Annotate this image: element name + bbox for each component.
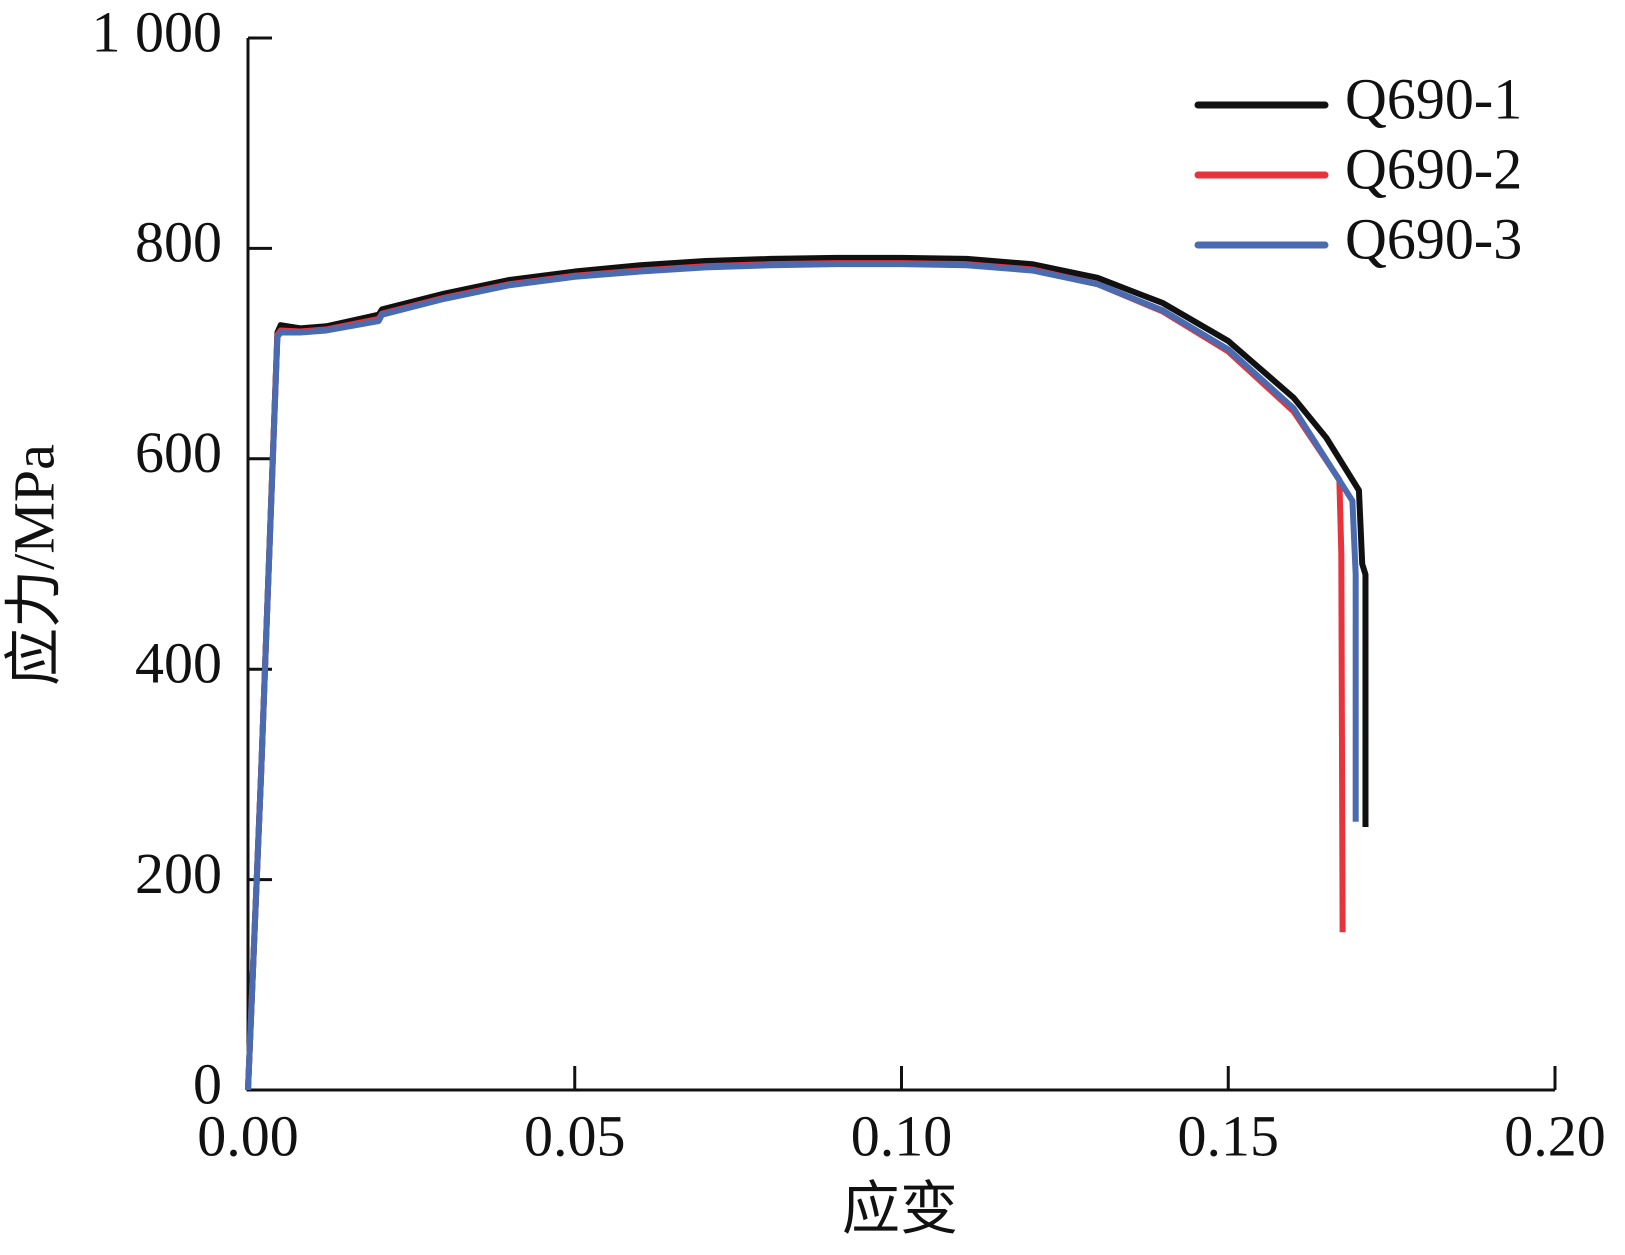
series-line (245, 254, 1369, 1091)
x-tick-label: 0.05 (524, 1103, 626, 1168)
series-line (245, 261, 1359, 1091)
legend-label: Q690-3 (1345, 206, 1522, 271)
x-tick-label: 0.00 (197, 1103, 299, 1168)
x-tick-label: 0.15 (1178, 1103, 1280, 1168)
y-tick-label: 0 (193, 1051, 222, 1116)
y-tick-label: 800 (135, 210, 222, 275)
x-tick-label: 0.20 (1504, 1103, 1606, 1168)
x-axis-label: 应变 (842, 1176, 958, 1241)
y-tick-label: 600 (135, 420, 222, 485)
y-tick-label: 1 000 (92, 0, 223, 64)
legend-label: Q690-2 (1345, 136, 1522, 201)
series-line (245, 260, 1346, 1091)
y-tick-label: 200 (135, 841, 222, 906)
legend-label: Q690-1 (1345, 66, 1522, 131)
y-tick-label: 400 (135, 631, 222, 696)
x-tick-label: 0.10 (851, 1103, 953, 1168)
y-axis-label: 应力/MPa (1, 444, 66, 686)
